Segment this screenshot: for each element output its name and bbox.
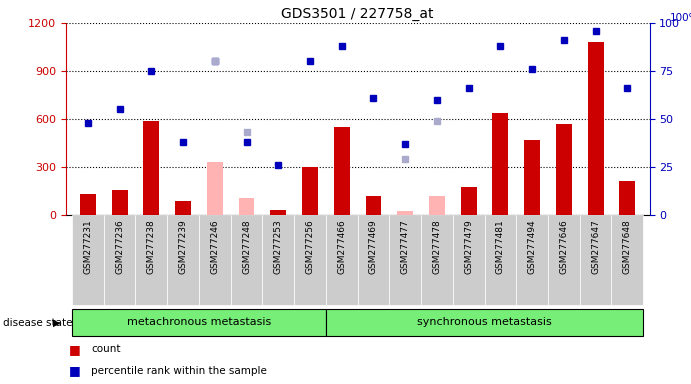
Bar <box>389 215 421 305</box>
Bar <box>397 211 413 215</box>
Bar <box>548 215 580 305</box>
Text: GSM277647: GSM277647 <box>591 220 600 274</box>
Bar <box>72 215 104 305</box>
Bar <box>326 309 643 336</box>
Bar <box>263 215 294 305</box>
Bar <box>484 215 516 305</box>
Bar <box>619 182 635 215</box>
Bar <box>334 127 350 215</box>
Bar <box>516 215 548 305</box>
Text: GSM277231: GSM277231 <box>84 220 93 274</box>
Bar <box>358 215 389 305</box>
Bar <box>167 215 199 305</box>
Bar <box>80 194 96 215</box>
Text: GSM277248: GSM277248 <box>242 220 251 274</box>
Text: GSM277239: GSM277239 <box>178 220 187 274</box>
Bar <box>366 196 381 215</box>
Text: GSM277466: GSM277466 <box>337 220 346 274</box>
Bar <box>112 190 128 215</box>
Text: GSM277469: GSM277469 <box>369 220 378 274</box>
Text: metachronous metastasis: metachronous metastasis <box>127 317 271 327</box>
Text: GSM277478: GSM277478 <box>433 220 442 274</box>
Text: ■: ■ <box>69 364 81 377</box>
Text: synchronous metastasis: synchronous metastasis <box>417 317 552 327</box>
Bar <box>294 215 326 305</box>
Bar <box>524 140 540 215</box>
Title: GDS3501 / 227758_at: GDS3501 / 227758_at <box>281 7 434 21</box>
Bar <box>231 215 263 305</box>
Text: GSM277256: GSM277256 <box>305 220 314 274</box>
Text: GSM277481: GSM277481 <box>496 220 505 274</box>
Text: disease state: disease state <box>3 318 73 328</box>
Y-axis label: 100%: 100% <box>670 13 691 23</box>
Bar <box>587 42 603 215</box>
Bar <box>453 215 484 305</box>
Text: percentile rank within the sample: percentile rank within the sample <box>91 366 267 376</box>
Bar <box>175 202 191 215</box>
Bar <box>326 215 358 305</box>
Bar <box>207 162 223 215</box>
Bar <box>270 210 286 215</box>
Text: GSM277236: GSM277236 <box>115 220 124 274</box>
Text: GSM277477: GSM277477 <box>401 220 410 274</box>
Bar <box>199 215 231 305</box>
Bar <box>135 215 167 305</box>
Text: GSM277646: GSM277646 <box>559 220 569 274</box>
Text: ■: ■ <box>69 343 81 356</box>
Text: GSM277238: GSM277238 <box>146 220 156 274</box>
Bar <box>461 187 477 215</box>
Bar <box>238 198 254 215</box>
Text: GSM277246: GSM277246 <box>210 220 219 274</box>
Text: GSM277253: GSM277253 <box>274 220 283 274</box>
Bar <box>72 309 326 336</box>
Text: count: count <box>91 344 121 354</box>
Bar <box>144 121 159 215</box>
Bar <box>580 215 612 305</box>
Text: GSM277494: GSM277494 <box>528 220 537 274</box>
Text: GSM277648: GSM277648 <box>623 220 632 274</box>
Bar <box>429 196 445 215</box>
Bar <box>104 215 135 305</box>
Bar <box>556 124 571 215</box>
Text: ▶: ▶ <box>53 318 61 328</box>
Bar <box>612 215 643 305</box>
Bar <box>421 215 453 305</box>
Text: GSM277479: GSM277479 <box>464 220 473 274</box>
Bar <box>493 113 509 215</box>
Bar <box>302 167 318 215</box>
